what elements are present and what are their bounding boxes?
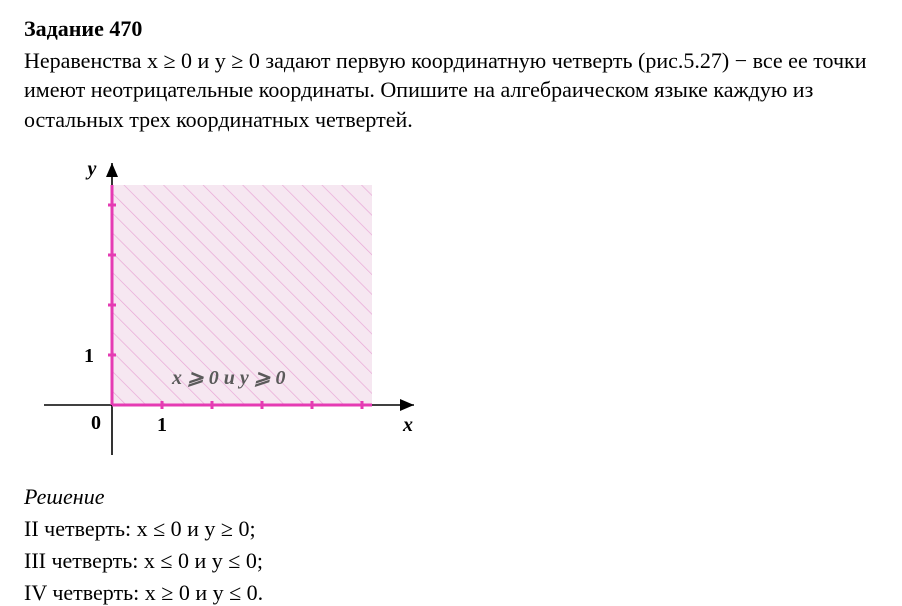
svg-text:1: 1	[157, 414, 167, 436]
figure-container: 0 1 1 x y x ⩾ 0 и y ⩾ 0	[24, 145, 878, 473]
problem-statement: Неравенства x ≥ 0 и y ≥ 0 задают первую …	[24, 46, 878, 135]
task-title: Задание 470	[24, 14, 878, 44]
svg-text:1: 1	[84, 345, 94, 367]
solution-line: IV четверть: x ≥ 0 и y ≤ 0.	[24, 578, 878, 606]
solution-line: III четверть: x ≤ 0 и y ≤ 0;	[24, 546, 878, 576]
solution-heading: Решение	[24, 482, 878, 512]
svg-text:x ⩾ 0 и y ⩾ 0: x ⩾ 0 и y ⩾ 0	[171, 367, 286, 389]
svg-text:x: x	[402, 414, 413, 436]
svg-text:y: y	[86, 158, 97, 180]
svg-text:0: 0	[91, 412, 101, 434]
quadrant-figure: 0 1 1 x y x ⩾ 0 и y ⩾ 0	[24, 145, 424, 465]
solution-line: II четверть: x ≤ 0 и y ≥ 0;	[24, 514, 878, 544]
